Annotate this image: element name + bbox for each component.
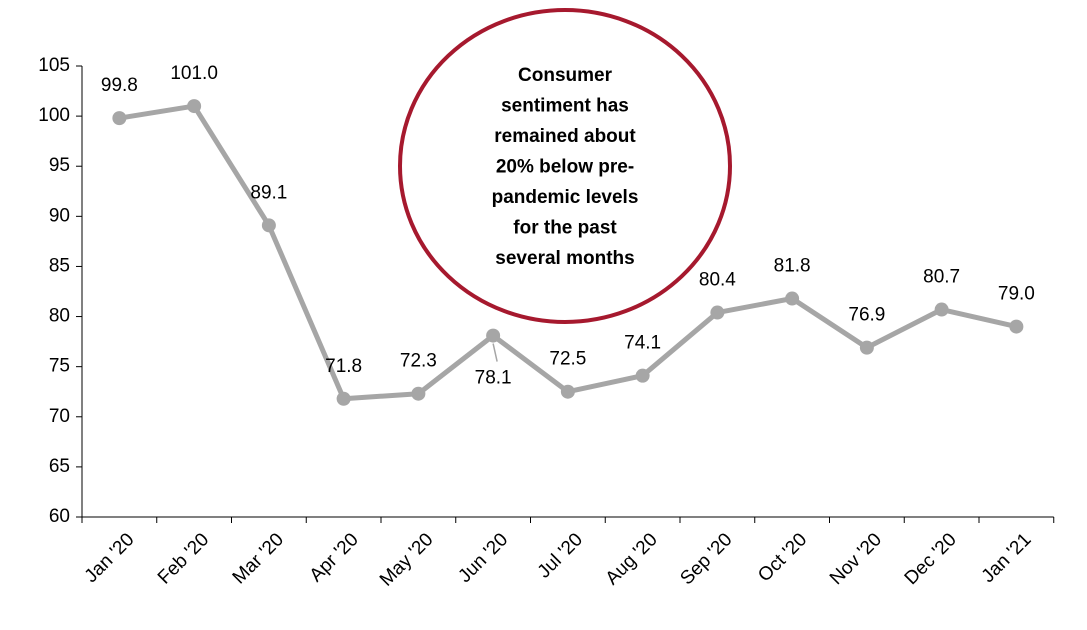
data-label: 80.7 [923,267,960,288]
data-label: 78.1 [475,368,512,389]
marker [1009,319,1024,334]
data-label: 101.0 [170,63,218,84]
annotation-text: remained about [494,126,636,147]
marker [560,384,575,399]
annotation-text: for the past [513,218,617,239]
marker [934,302,949,317]
data-label: 76.9 [848,305,885,326]
annotation-text: pandemic levels [492,187,639,208]
y-tick-label: 95 [49,155,70,176]
x-tick-label: Aug '20 [602,529,662,589]
x-tick-label: Feb '20 [154,529,213,588]
marker [112,111,127,126]
x-tick-label: Jul '20 [534,529,587,582]
data-label: 79.0 [998,284,1035,305]
y-tick-label: 85 [49,255,70,276]
x-tick-label: May '20 [376,529,437,590]
annotation-text: Consumer [518,65,613,86]
data-label: 72.5 [549,349,586,370]
marker [187,99,202,114]
data-label: 80.4 [699,270,736,291]
x-tick-label: Jan '21 [978,529,1036,587]
y-tick-label: 75 [49,356,70,377]
annotation-text: 20% below pre- [496,157,634,178]
annotation-text: sentiment has [501,96,629,117]
x-tick-label: Apr '20 [306,529,363,586]
x-tick-label: Dec '20 [901,529,961,589]
x-tick-label: Oct '20 [754,529,811,586]
y-tick-label: 80 [49,306,70,327]
leader-line [492,343,498,362]
y-tick-label: 90 [49,205,70,226]
data-label: 74.1 [624,333,661,354]
x-tick-label: Jun '20 [454,529,512,587]
y-tick-label: 65 [49,456,70,477]
x-tick-label: Sep '20 [676,529,736,589]
marker [785,291,800,306]
data-label: 71.8 [325,356,362,377]
marker [411,386,426,401]
marker [635,368,650,383]
marker [859,340,874,355]
marker [336,391,351,406]
data-label: 72.3 [400,351,437,372]
y-tick-label: 70 [49,406,70,427]
y-tick-label: 105 [38,55,70,76]
data-label: 99.8 [101,75,138,96]
data-label: 89.1 [250,182,287,203]
marker [261,218,276,233]
x-tick-label: Mar '20 [229,529,288,588]
marker [710,305,725,320]
y-tick-label: 100 [38,105,70,126]
marker [486,328,501,343]
annotation-circle [398,8,732,324]
x-tick-label: Nov '20 [826,529,886,589]
x-tick-label: Jan '20 [81,529,139,587]
annotation-text: several months [495,248,634,269]
data-label: 81.8 [774,256,811,277]
y-tick-label: 60 [49,506,70,527]
